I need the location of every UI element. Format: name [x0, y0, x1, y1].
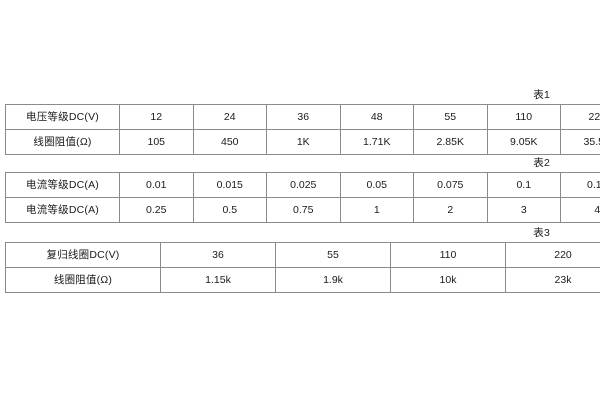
table-cell: 36	[160, 242, 276, 268]
table-cell: 1.71K	[339, 129, 414, 155]
row-label: 线圈阻值(Ω)	[5, 267, 161, 293]
table-block-2: 表2 电流等级DC(A) 0.01 0.015 0.025 0.05 0.075…	[5, 156, 600, 223]
table-cell: 23k	[505, 267, 600, 293]
table-cell: 1.15k	[160, 267, 276, 293]
table-cell: 2	[413, 197, 488, 223]
table-cell: 0.01	[119, 172, 194, 198]
table-block-3: 表3 复归线圈DC(V) 36 55 110 220 线圈阻值(Ω) 1.15k…	[5, 226, 600, 293]
table-cell: 10k	[390, 267, 506, 293]
row-label: 电压等级DC(V)	[5, 104, 120, 130]
table-cell: 4	[560, 197, 600, 223]
row-label: 线圈阻值(Ω)	[5, 129, 120, 155]
table-cell: 105	[119, 129, 194, 155]
row-label: 电流等级DC(A)	[5, 197, 120, 223]
table-cell: 35.5K	[560, 129, 600, 155]
table-row: 复归线圈DC(V) 36 55 110 220	[5, 242, 600, 268]
table-row: 电流等级DC(A) 0.01 0.015 0.025 0.05 0.075 0.…	[5, 172, 600, 198]
table-3-caption: 表3	[533, 227, 550, 239]
table-row: 线圈阻值(Ω) 105 450 1K 1.71K 2.85K 9.05K 35.…	[5, 129, 600, 155]
table-cell: 0.1	[486, 172, 561, 198]
table-1: 电压等级DC(V) 12 24 36 48 55 110 220 线圈阻值(Ω)…	[5, 104, 600, 155]
table-cell: 0.05	[339, 172, 414, 198]
table-cell: 2.85K	[413, 129, 488, 155]
table-cell: 220	[560, 104, 600, 130]
table-cell: 0.15	[560, 172, 600, 198]
table-cell: 55	[413, 104, 488, 130]
table-cell: 55	[275, 242, 391, 268]
table-row: 电流等级DC(A) 0.25 0.5 0.75 1 2 3 4	[5, 197, 600, 223]
table-cell: 3	[486, 197, 561, 223]
table-cell: 0.015	[192, 172, 267, 198]
table-cell: 1K	[266, 129, 341, 155]
table-cell: 0.075	[413, 172, 488, 198]
table-2: 电流等级DC(A) 0.01 0.015 0.025 0.05 0.075 0.…	[5, 172, 600, 223]
table-cell: 220	[505, 242, 600, 268]
table-cell: 110	[390, 242, 506, 268]
table-cell: 24	[192, 104, 267, 130]
table-cell: 48	[339, 104, 414, 130]
row-label: 复归线圈DC(V)	[5, 242, 161, 268]
table-3: 复归线圈DC(V) 36 55 110 220 线圈阻值(Ω) 1.15k 1.…	[5, 242, 600, 293]
table-cell: 36	[266, 104, 341, 130]
table-row: 线圈阻值(Ω) 1.15k 1.9k 10k 23k	[5, 267, 600, 293]
table-row: 电压等级DC(V) 12 24 36 48 55 110 220	[5, 104, 600, 130]
table-cell: 0.25	[119, 197, 194, 223]
table-cell: 450	[192, 129, 267, 155]
table-1-caption: 表1	[533, 89, 550, 101]
row-label: 电流等级DC(A)	[5, 172, 120, 198]
table-cell: 0.025	[266, 172, 341, 198]
table-cell: 110	[486, 104, 561, 130]
table-cell: 12	[119, 104, 194, 130]
table-2-caption: 表2	[533, 157, 550, 169]
table-cell: 9.05K	[486, 129, 561, 155]
table-cell: 0.5	[192, 197, 267, 223]
table-cell: 0.75	[266, 197, 341, 223]
table-block-1: 表1 电压等级DC(V) 12 24 36 48 55 110 220 线圈阻值…	[5, 88, 600, 155]
table-cell: 1	[339, 197, 414, 223]
table-cell: 1.9k	[275, 267, 391, 293]
